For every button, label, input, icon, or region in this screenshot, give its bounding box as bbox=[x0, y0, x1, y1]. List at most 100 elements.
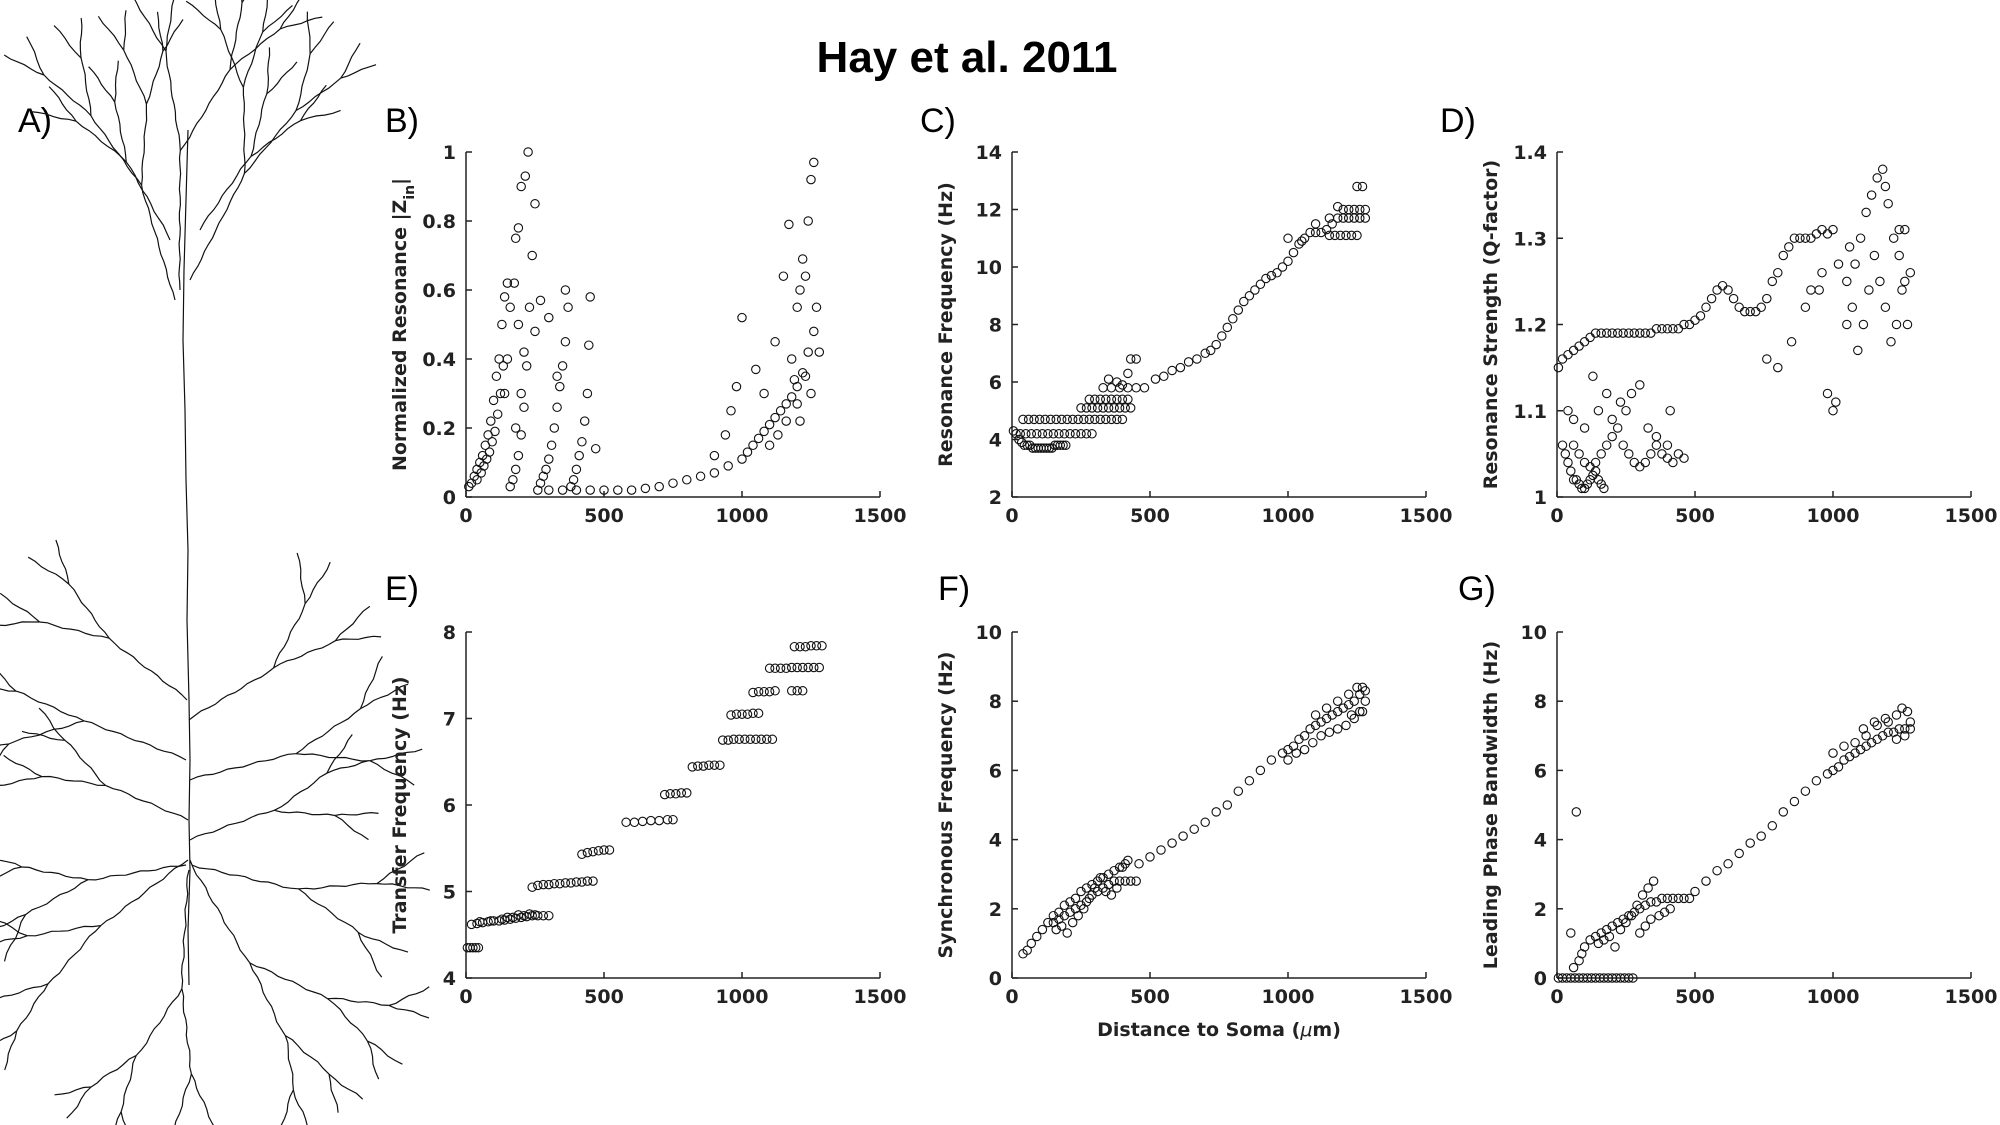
data-point bbox=[1189, 824, 1199, 834]
data-point bbox=[1112, 394, 1122, 405]
x-tick-label: 1000 bbox=[716, 505, 769, 527]
data-point bbox=[809, 662, 819, 673]
data-point bbox=[571, 485, 582, 495]
data-point bbox=[523, 147, 533, 157]
data-point bbox=[1222, 800, 1233, 810]
dendrite-segment bbox=[279, 0, 300, 30]
data-point bbox=[1357, 682, 1368, 693]
data-point bbox=[1557, 354, 1568, 364]
data-point bbox=[1131, 383, 1141, 393]
data-point bbox=[505, 481, 515, 492]
data-point bbox=[566, 878, 576, 888]
data-point bbox=[1643, 883, 1653, 893]
data-point bbox=[1668, 457, 1678, 468]
data-point bbox=[1051, 414, 1061, 425]
data-point bbox=[502, 912, 513, 923]
data-point bbox=[800, 271, 811, 281]
data-point bbox=[1145, 852, 1155, 862]
dendrite-segment bbox=[0, 1030, 18, 1042]
data-point bbox=[740, 734, 750, 745]
y-tick-label: 2 bbox=[1534, 899, 1547, 921]
dendrite-segment bbox=[249, 962, 286, 1036]
data-point bbox=[1695, 311, 1706, 321]
data-point bbox=[1233, 786, 1244, 796]
data-point bbox=[775, 406, 786, 416]
x-tick-label: 0 bbox=[1005, 505, 1018, 527]
data-point bbox=[795, 641, 805, 652]
data-point bbox=[770, 337, 780, 347]
dendrite-segment bbox=[266, 61, 298, 95]
data-point bbox=[1349, 696, 1359, 706]
y-tick-label: 6 bbox=[989, 760, 1002, 782]
data-point bbox=[571, 877, 582, 887]
x-tick-label: 500 bbox=[1675, 505, 1715, 527]
data-point bbox=[1679, 893, 1689, 904]
panel-f: F) 0 500 1000 1500 0 2 4 6 8 10 Synchronous Frequen… bbox=[935, 570, 1452, 1041]
x-tick-label: 0 bbox=[459, 505, 472, 527]
data-point bbox=[1734, 302, 1744, 313]
y-tick-label: 0.6 bbox=[422, 280, 456, 302]
data-point bbox=[1651, 324, 1662, 334]
data-point bbox=[1869, 717, 1880, 727]
data-point bbox=[560, 285, 571, 295]
data-point bbox=[524, 302, 535, 313]
dendrite-segment bbox=[75, 120, 127, 163]
data-point bbox=[1316, 731, 1326, 741]
data-point bbox=[1047, 443, 1057, 453]
panel-c: C) 0 500 1000 1500 2 4 6 8 10 12 14 Resonance Freque… bbox=[920, 102, 1452, 527]
x-tick-label: 1500 bbox=[1400, 505, 1453, 527]
data-point bbox=[1103, 374, 1114, 384]
data-point bbox=[1701, 876, 1711, 886]
data-point bbox=[1869, 250, 1880, 261]
dendrite-segment bbox=[41, 775, 106, 786]
data-point bbox=[1877, 731, 1888, 741]
data-point bbox=[473, 942, 484, 953]
data-point bbox=[1352, 230, 1362, 241]
data-point bbox=[491, 371, 502, 382]
data-point bbox=[1905, 717, 1916, 727]
data-point bbox=[1022, 440, 1032, 451]
dendrite-segment bbox=[115, 1111, 122, 1125]
data-point bbox=[468, 942, 478, 953]
data-point bbox=[1026, 429, 1037, 439]
y-tick-label: 1.3 bbox=[1513, 228, 1547, 250]
y-tick-label: 8 bbox=[443, 622, 456, 644]
data-point bbox=[1106, 414, 1117, 425]
data-point bbox=[1618, 440, 1628, 450]
data-point bbox=[1599, 935, 1609, 945]
dendrite-segment bbox=[156, 11, 164, 52]
data-point bbox=[1900, 276, 1910, 287]
data-point bbox=[1022, 945, 1032, 956]
data-point bbox=[613, 485, 623, 495]
data-point bbox=[1360, 204, 1371, 215]
data-point bbox=[778, 271, 789, 281]
data-point bbox=[1646, 449, 1656, 459]
data-point bbox=[1355, 204, 1365, 215]
data-point bbox=[582, 847, 593, 858]
data-point bbox=[781, 399, 791, 409]
dendrite-segment bbox=[327, 997, 389, 1006]
data-point bbox=[1335, 230, 1346, 241]
data-point bbox=[1601, 388, 1612, 399]
y-axis-label: Normalized Resonance |Zin| bbox=[389, 178, 418, 471]
dendrite-segment bbox=[25, 879, 89, 916]
data-point bbox=[1646, 897, 1656, 907]
data-point bbox=[533, 880, 543, 891]
data-point bbox=[1767, 821, 1778, 831]
data-point bbox=[1883, 727, 1893, 738]
data-point bbox=[505, 302, 515, 313]
data-point bbox=[521, 361, 532, 371]
data-point bbox=[1902, 706, 1913, 717]
data-point bbox=[1059, 429, 1070, 439]
dendrite-segment bbox=[284, 1035, 330, 1075]
data-point bbox=[646, 815, 656, 826]
dendrite-segment bbox=[357, 932, 383, 978]
data-point bbox=[560, 337, 571, 347]
data-point bbox=[753, 433, 764, 444]
dendrite-segment bbox=[279, 16, 323, 30]
data-point bbox=[1332, 706, 1343, 717]
dendrite-segment bbox=[54, 1086, 92, 1096]
y-tick-label: 1 bbox=[443, 142, 456, 164]
data-point bbox=[1125, 876, 1136, 886]
